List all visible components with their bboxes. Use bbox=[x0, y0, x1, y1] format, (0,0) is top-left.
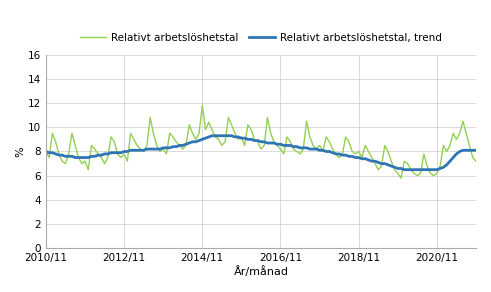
Relativt arbetslöshetstal, trend bbox=[43, 150, 49, 153]
Relativt arbetslöshetstal, trend bbox=[317, 149, 323, 152]
Line: Relativt arbetslöshetstal: Relativt arbetslöshetstal bbox=[46, 105, 476, 178]
Relativt arbetslöshetstal, trend bbox=[209, 134, 215, 138]
Relativt arbetslöshetstal bbox=[454, 138, 460, 141]
Relativt arbetslöshetstal, trend bbox=[329, 151, 335, 154]
X-axis label: År/månad: År/månad bbox=[233, 266, 288, 277]
Line: Relativt arbetslöshetstal, trend: Relativt arbetslöshetstal, trend bbox=[46, 136, 476, 170]
Relativt arbetslöshetstal, trend bbox=[343, 153, 349, 157]
Legend: Relativt arbetslöshetstal, Relativt arbetslöshetstal, trend: Relativt arbetslöshetstal, Relativt arbe… bbox=[76, 29, 446, 47]
Relativt arbetslöshetstal bbox=[317, 144, 323, 147]
Relativt arbetslöshetstal bbox=[72, 144, 78, 147]
Relativt arbetslöshetstal bbox=[464, 132, 469, 135]
Relativt arbetslöshetstal bbox=[199, 104, 205, 107]
Relativt arbetslöshetstal bbox=[398, 176, 404, 180]
Relativt arbetslöshetstal, trend bbox=[454, 152, 460, 156]
Relativt arbetslöshetstal, trend bbox=[72, 156, 78, 159]
Relativt arbetslöshetstal, trend bbox=[473, 149, 479, 152]
Relativt arbetslöshetstal bbox=[329, 147, 335, 151]
Relativt arbetslöshetstal bbox=[343, 135, 349, 139]
Y-axis label: %: % bbox=[15, 146, 25, 157]
Relativt arbetslöshetstal, trend bbox=[464, 149, 469, 152]
Relativt arbetslöshetstal bbox=[473, 159, 479, 163]
Relativt arbetslöshetstal, trend bbox=[401, 168, 407, 171]
Relativt arbetslöshetstal bbox=[43, 150, 49, 153]
